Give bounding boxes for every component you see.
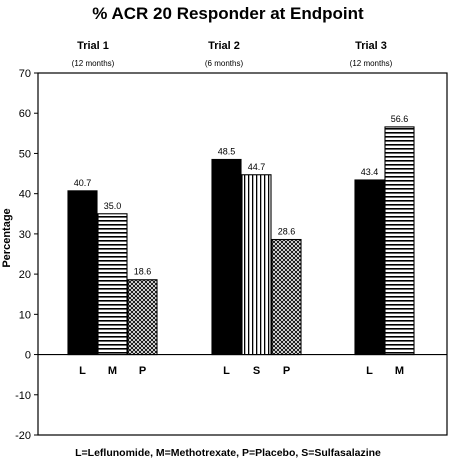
trial-name: Trial 1	[77, 40, 109, 52]
bar	[67, 190, 98, 356]
y-tick-label: 40	[19, 189, 31, 201]
data-label: 48.5	[218, 146, 236, 156]
category-label: M	[108, 365, 117, 377]
category-label: P	[283, 365, 290, 377]
y-tick-label: 50	[19, 148, 31, 160]
bar-group: Trial 2 (6 months) 48.5 L 44.7 S 28.6 P	[205, 40, 302, 377]
y-tick-label: 30	[19, 229, 31, 241]
category-label: L	[366, 365, 373, 377]
y-tick-label: 60	[19, 108, 31, 120]
y-tick-label: 0	[25, 350, 31, 362]
bar	[97, 213, 128, 356]
bar	[384, 126, 415, 356]
legend-footnote: L=Leflunomide, M=Methotrexate, P=Placebo…	[75, 447, 381, 459]
data-label: 56.6	[391, 114, 409, 124]
y-axis: 70 60 50 40 30 20 10 0 -10 -20	[15, 68, 38, 442]
data-label: 35.0	[104, 201, 122, 211]
y-tick-label: 70	[19, 68, 31, 80]
data-label: 44.7	[248, 162, 266, 172]
y-tick-label: 20	[19, 269, 31, 281]
category-label: L	[223, 365, 230, 377]
y-tick-label: -10	[15, 390, 31, 402]
bar	[241, 174, 272, 356]
bar	[271, 238, 302, 356]
trial-name: Trial 2	[208, 40, 240, 52]
category-label: P	[139, 365, 146, 377]
bar	[354, 179, 385, 356]
data-label: 40.7	[74, 178, 92, 188]
category-label: L	[79, 365, 86, 377]
bar-group: Trial 1 (12 months) 40.7 L 35.0 M 18.6 P	[67, 40, 158, 377]
bar	[127, 279, 158, 356]
y-tick-label: -20	[15, 430, 31, 442]
trial-duration: (6 months)	[205, 59, 244, 68]
bar	[211, 158, 242, 356]
bar-group: Trial 3 (12 months) 43.4 L 56.6 M	[350, 40, 415, 377]
data-label: 18.6	[134, 267, 152, 277]
data-label: 43.4	[361, 167, 379, 177]
trial-duration: (12 months)	[350, 59, 393, 68]
trial-name: Trial 3	[355, 40, 387, 52]
category-label: M	[395, 365, 404, 377]
trial-duration: (12 months)	[72, 59, 115, 68]
y-tick-label: 10	[19, 309, 31, 321]
plot-area	[37, 72, 448, 436]
data-label: 28.6	[278, 227, 296, 237]
y-axis-label: Percentage	[1, 208, 13, 267]
category-label: S	[253, 365, 260, 377]
chart-title: % ACR 20 Responder at Endpoint	[92, 4, 364, 23]
